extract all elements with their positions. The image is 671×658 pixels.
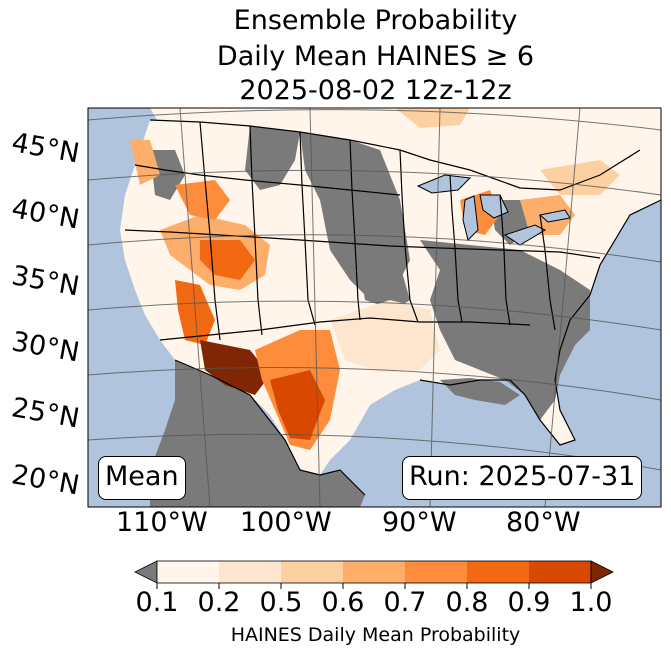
stat-label-box: Mean: [98, 456, 186, 500]
lon-label-80w: 80°W: [506, 507, 581, 538]
colorbar-under-arrow: [134, 560, 158, 584]
colorbar-bin: [467, 561, 530, 583]
land-field: [120, 108, 661, 507]
colorbar-tick-6: 0.9: [507, 587, 551, 618]
colorbar-bin: [281, 561, 344, 583]
colorbar-tick-3: 0.6: [321, 587, 365, 618]
colorbar-bin: [343, 561, 406, 583]
colorbar-over-arrow: [590, 560, 614, 584]
colorbar-tick-0: 0.1: [135, 587, 179, 618]
colorbar-tick-5: 0.8: [445, 587, 489, 618]
title-line-2: Daily Mean HAINES ≥ 6: [216, 41, 535, 72]
lon-label-110w: 110°W: [116, 507, 208, 538]
colorbar-bin: [529, 561, 592, 583]
lon-label-90w: 90°W: [382, 507, 457, 538]
title-line-3: 2025-08-02 12z-12z: [239, 75, 512, 106]
state-borders: [124, 119, 661, 496]
colorbar-bin: [157, 561, 220, 583]
colorbar-bin: [405, 561, 468, 583]
colorbar-bin: [219, 561, 282, 583]
title-line-1: Ensemble Probability: [233, 5, 518, 36]
colorbar-tick-1: 0.2: [197, 587, 241, 618]
colorbar-label: HAINES Daily Mean Probability: [230, 624, 521, 646]
colorbar-tick-2: 0.5: [259, 587, 303, 618]
run-label-box: Run: 2025-07-31: [402, 456, 643, 500]
lon-label-100w: 100°W: [240, 507, 332, 538]
colorbar-tick-7: 1.0: [569, 587, 613, 618]
colorbar-tick-4: 0.7: [383, 587, 427, 618]
colorbar-bins: [157, 561, 592, 583]
graticule: [88, 108, 661, 507]
